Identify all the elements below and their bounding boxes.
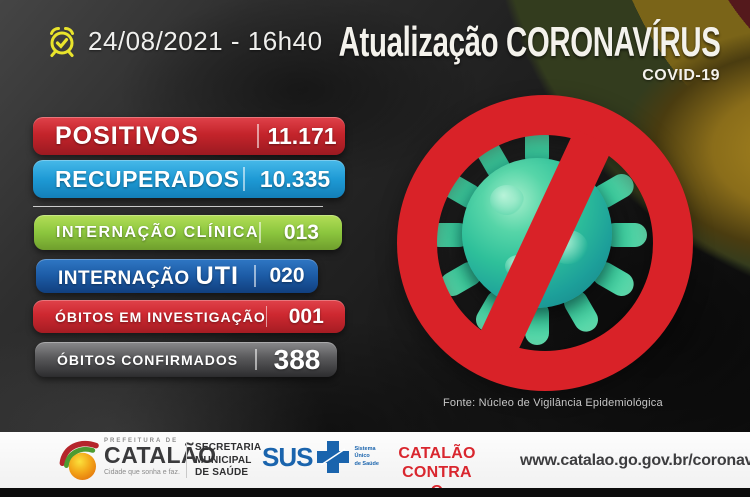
bar-divider	[255, 348, 257, 371]
stat-bar-internacao-uti: INTERNAÇÃO UTI 020	[36, 259, 318, 293]
stat-label-internacao-uti: INTERNAÇÃO UTI	[58, 261, 239, 290]
footer-divider	[186, 442, 187, 478]
secretaria-label: SECRETARIA MUNICIPAL DE SAÚDE	[195, 442, 261, 480]
stat-label-internacao-clinica: INTERNAÇÃO CLÍNICA	[56, 223, 259, 241]
title-block: Atualização CORONAVÍRUS COVID-19	[175, 18, 720, 85]
stat-bar-positivos: POSITIVOS 11.171	[33, 117, 345, 155]
stat-bar-internacao-clinica: INTERNAÇÃO CLÍNICA 013	[34, 215, 342, 250]
stat-value-internacao-clinica: 013	[283, 220, 319, 244]
stat-label-positivos: POSITIVOS	[55, 121, 199, 150]
group-separator-line	[33, 206, 323, 207]
datetime-text: 24/08/2021 - 16h40	[88, 25, 323, 56]
stat-value-recuperados: 10.335	[259, 165, 331, 192]
bar-divider	[259, 221, 261, 244]
stat-value-obitos-confirmados: 388	[273, 343, 321, 375]
stat-value-obitos-investigacao: 001	[288, 304, 324, 328]
catalao-city-logo-icon	[59, 440, 99, 480]
bar-divider	[254, 265, 256, 287]
stat-bar-recuperados: RECUPERADOS 10.335	[33, 160, 345, 198]
stat-label-obitos-investigacao: ÓBITOS EM INVESTIGAÇÃO	[55, 308, 266, 325]
stat-bar-obitos-investigacao: ÓBITOS EM INVESTIGAÇÃO 001	[33, 300, 345, 333]
date-block: 24/08/2021 - 16h40	[46, 24, 323, 58]
source-note: Fonte: Núcleo de Vigilância Epidemiológi…	[443, 397, 663, 409]
campaign-line1: CATALÃO CONTRA	[398, 445, 476, 482]
prefeitura-name: CATALÃO	[104, 442, 217, 468]
secretaria-line: MUNICIPAL	[195, 454, 252, 466]
stat-value-positivos: 11.171	[267, 122, 337, 149]
bar-divider	[243, 167, 245, 191]
sus-wordmark: SUS	[262, 441, 313, 472]
secretaria-line: SECRETARIA	[195, 442, 262, 453]
website-url: www.catalao.go.gov.br/coronavirus	[520, 452, 750, 469]
alarm-clock-icon	[50, 27, 74, 57]
page-title: Atualização CORONAVÍRUS	[338, 18, 720, 65]
sus-small-text: Sistema Único de Saúde	[354, 446, 379, 467]
stat-label-recuperados: RECUPERADOS	[55, 165, 240, 192]
stat-label-obitos-confirmados: ÓBITOS CONFIRMADOS	[57, 351, 239, 368]
prefeitura-small-text: PREFEITURA DE	[104, 438, 179, 444]
prefeitura-logo-text: PREFEITURA DE CATALÃO Cidade que sonha e…	[104, 438, 217, 476]
campaign-slogan: CATALÃO CONTRA O CORONAVÍRUS	[372, 444, 502, 497]
bar-divider	[265, 306, 268, 327]
bottom-strip	[0, 488, 750, 497]
page-subtitle: COVID-19	[642, 67, 720, 84]
stat-bar-obitos-confirmados: ÓBITOS CONFIRMADOS 388	[35, 342, 337, 377]
stat-value-internacao-uti: 020	[269, 264, 305, 287]
sus-cross-icon	[317, 441, 350, 473]
sus-logo: SUS Sistema Único de Saúde	[262, 440, 379, 474]
stat-label-uti-emphasis: UTI	[195, 261, 239, 290]
footer-bar: PREFEITURA DE CATALÃO Cidade que sonha e…	[0, 432, 750, 497]
secretaria-line: DE SAÚDE	[195, 467, 249, 478]
prefeitura-slogan: Cidade que sonha e faz.	[104, 469, 180, 476]
bar-divider	[257, 124, 259, 148]
